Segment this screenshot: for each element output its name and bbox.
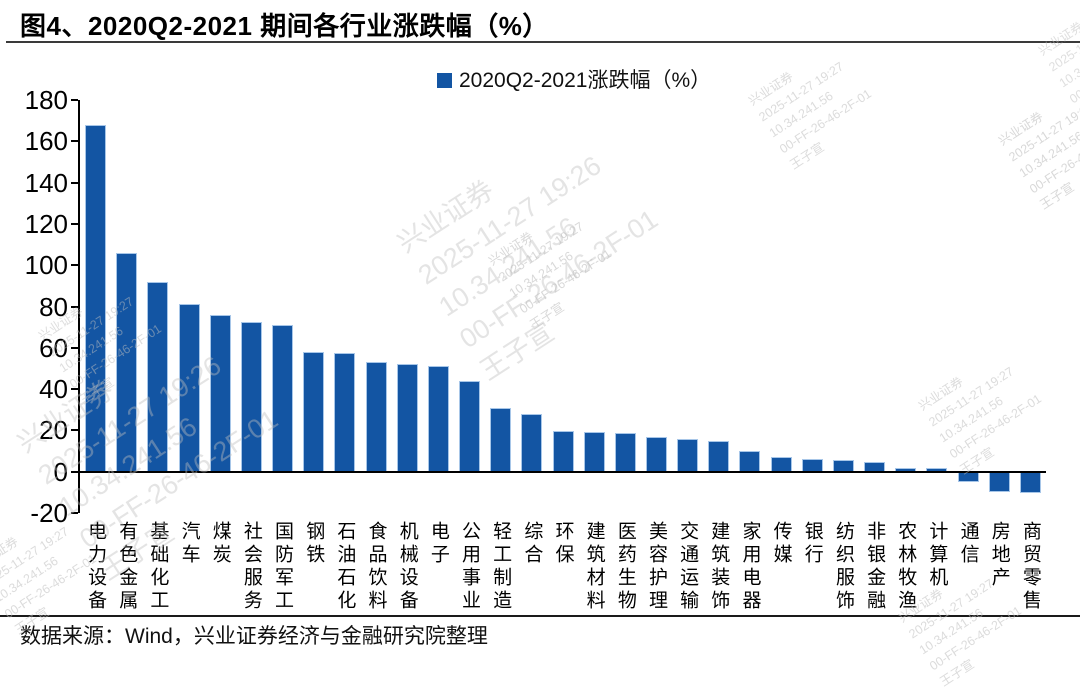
bar-建筑材料 — [583, 432, 605, 472]
x-axis-label: 建筑材料 — [583, 521, 605, 613]
x-axis-label: 汽车 — [178, 521, 200, 567]
y-axis-tick-label: 160 — [24, 126, 68, 157]
bar-有色金属 — [116, 252, 138, 472]
y-axis-tick — [71, 346, 78, 349]
x-axis-label: 电子 — [427, 521, 449, 567]
bar-社会服务 — [240, 321, 262, 472]
x-axis-label: 医药生物 — [614, 521, 636, 613]
y-axis-tick — [71, 429, 78, 432]
chart-legend: 2020Q2-2021涨跌幅（%） — [437, 64, 711, 94]
y-axis-line — [78, 100, 80, 513]
x-axis-label: 纺织服饰 — [832, 521, 854, 613]
x-axis-label: 石油石化 — [334, 521, 356, 613]
x-axis-label: 有色金属 — [116, 521, 138, 613]
x-axis-label: 计算机 — [926, 521, 948, 590]
x-axis-label: 环保 — [552, 521, 574, 567]
footer-divider — [0, 615, 1080, 617]
y-axis-tick-label: 80 — [39, 291, 68, 322]
y-axis-tick-label: 140 — [24, 167, 68, 198]
y-axis-tick — [71, 264, 78, 267]
y-axis-tick-label: 60 — [39, 332, 68, 363]
x-axis-label: 房地产 — [988, 521, 1010, 590]
bar-传媒 — [770, 457, 792, 472]
bar-chart-plot: 180 160 140 120 100 80 60 40 20 0 -20 — [25, 87, 1046, 526]
legend-label: 2020Q2-2021涨跌幅（%） — [459, 69, 712, 92]
bar-食品饮料 — [365, 362, 387, 472]
bar-交通运输 — [677, 438, 699, 472]
bar-通信 — [957, 471, 979, 482]
bar-环保 — [552, 431, 574, 472]
x-axis-label: 建筑装饰 — [708, 521, 730, 613]
x-axis-label: 煤炭 — [209, 521, 231, 567]
bar-基础化工 — [147, 281, 169, 472]
y-axis-tick — [71, 181, 78, 184]
bar-国防军工 — [272, 325, 294, 472]
bar-轻工制造 — [490, 407, 512, 472]
bar-汽车 — [178, 304, 200, 472]
x-axis-label: 交通运输 — [677, 521, 699, 613]
bar-钢铁 — [303, 351, 325, 472]
y-axis-tick-label: 180 — [24, 85, 68, 115]
x-axis-label: 机械设备 — [396, 521, 418, 613]
x-axis-label: 电力设备 — [85, 521, 107, 613]
y-axis-tick — [71, 512, 78, 514]
x-axis-label: 国防军工 — [272, 521, 294, 613]
page-title: 图4、2020Q2-2021 期间各行业涨跌幅（%） — [20, 11, 549, 41]
x-axis-labels: 电力设备 有色金属 基础化工 汽车 煤炭 社会服务 国防军工 钢铁 石油石化 食品饮料 机械设备 电子… — [80, 521, 1046, 619]
bar-煤炭 — [209, 314, 231, 472]
bar-机械设备 — [396, 364, 418, 472]
y-axis-tick — [71, 388, 78, 391]
x-axis-label: 商贸零售 — [1019, 521, 1041, 613]
y-axis-tick-label: 120 — [24, 208, 68, 239]
x-axis-label: 家用电器 — [739, 521, 761, 613]
y-axis-tick-label: -20 — [30, 498, 68, 528]
bar-房地产 — [988, 471, 1010, 493]
x-axis-label: 公用事业 — [459, 521, 481, 613]
x-axis-label: 通信 — [957, 521, 979, 567]
x-axis-label: 钢铁 — [303, 521, 325, 567]
bar-建筑装饰 — [708, 440, 730, 472]
y-axis-tick — [71, 140, 78, 143]
report-page: 图4、2020Q2-2021 期间各行业涨跌幅（%） 2020Q2-2021涨跌… — [0, 9, 1080, 689]
x-axis-label: 轻工制造 — [490, 521, 512, 613]
y-axis-tick — [71, 222, 78, 225]
x-axis-label: 基础化工 — [147, 521, 169, 613]
x-axis-label: 食品饮料 — [365, 521, 387, 613]
x-axis-label: 美容护理 — [645, 521, 667, 613]
y-axis-tick — [71, 99, 78, 101]
x-axis-label: 农林牧渔 — [895, 521, 917, 613]
y-axis-tick-label: 20 — [39, 415, 68, 446]
y-axis-tick-label: 40 — [39, 374, 68, 405]
bar-综合 — [521, 413, 543, 472]
x-axis-label: 银行 — [801, 521, 823, 567]
y-axis-tick-label: 100 — [24, 250, 68, 281]
x-axis-label: 社会服务 — [240, 521, 262, 613]
title-divider — [6, 41, 1080, 43]
bar-石油石化 — [334, 352, 356, 472]
x-axis-label: 综合 — [521, 521, 543, 567]
x-axis-label: 非银金融 — [864, 521, 886, 613]
bar-电子 — [427, 366, 449, 472]
y-axis-tick-label: 0 — [53, 456, 68, 487]
x-axis-zero-line — [80, 470, 1046, 473]
data-source: 数据来源：Wind，兴业证券经济与金融研究院整理 — [20, 625, 488, 648]
y-axis-tick — [71, 470, 78, 473]
legend-marker-icon — [437, 72, 452, 88]
bar-美容护理 — [645, 436, 667, 472]
bar-家用电器 — [739, 451, 761, 472]
x-axis-label: 传媒 — [770, 521, 792, 567]
y-axis-tick — [71, 305, 78, 308]
bar-电力设备 — [85, 124, 107, 472]
bar-医药生物 — [614, 433, 636, 472]
bar-公用事业 — [459, 380, 481, 472]
bar-商贸零售 — [1019, 471, 1041, 494]
